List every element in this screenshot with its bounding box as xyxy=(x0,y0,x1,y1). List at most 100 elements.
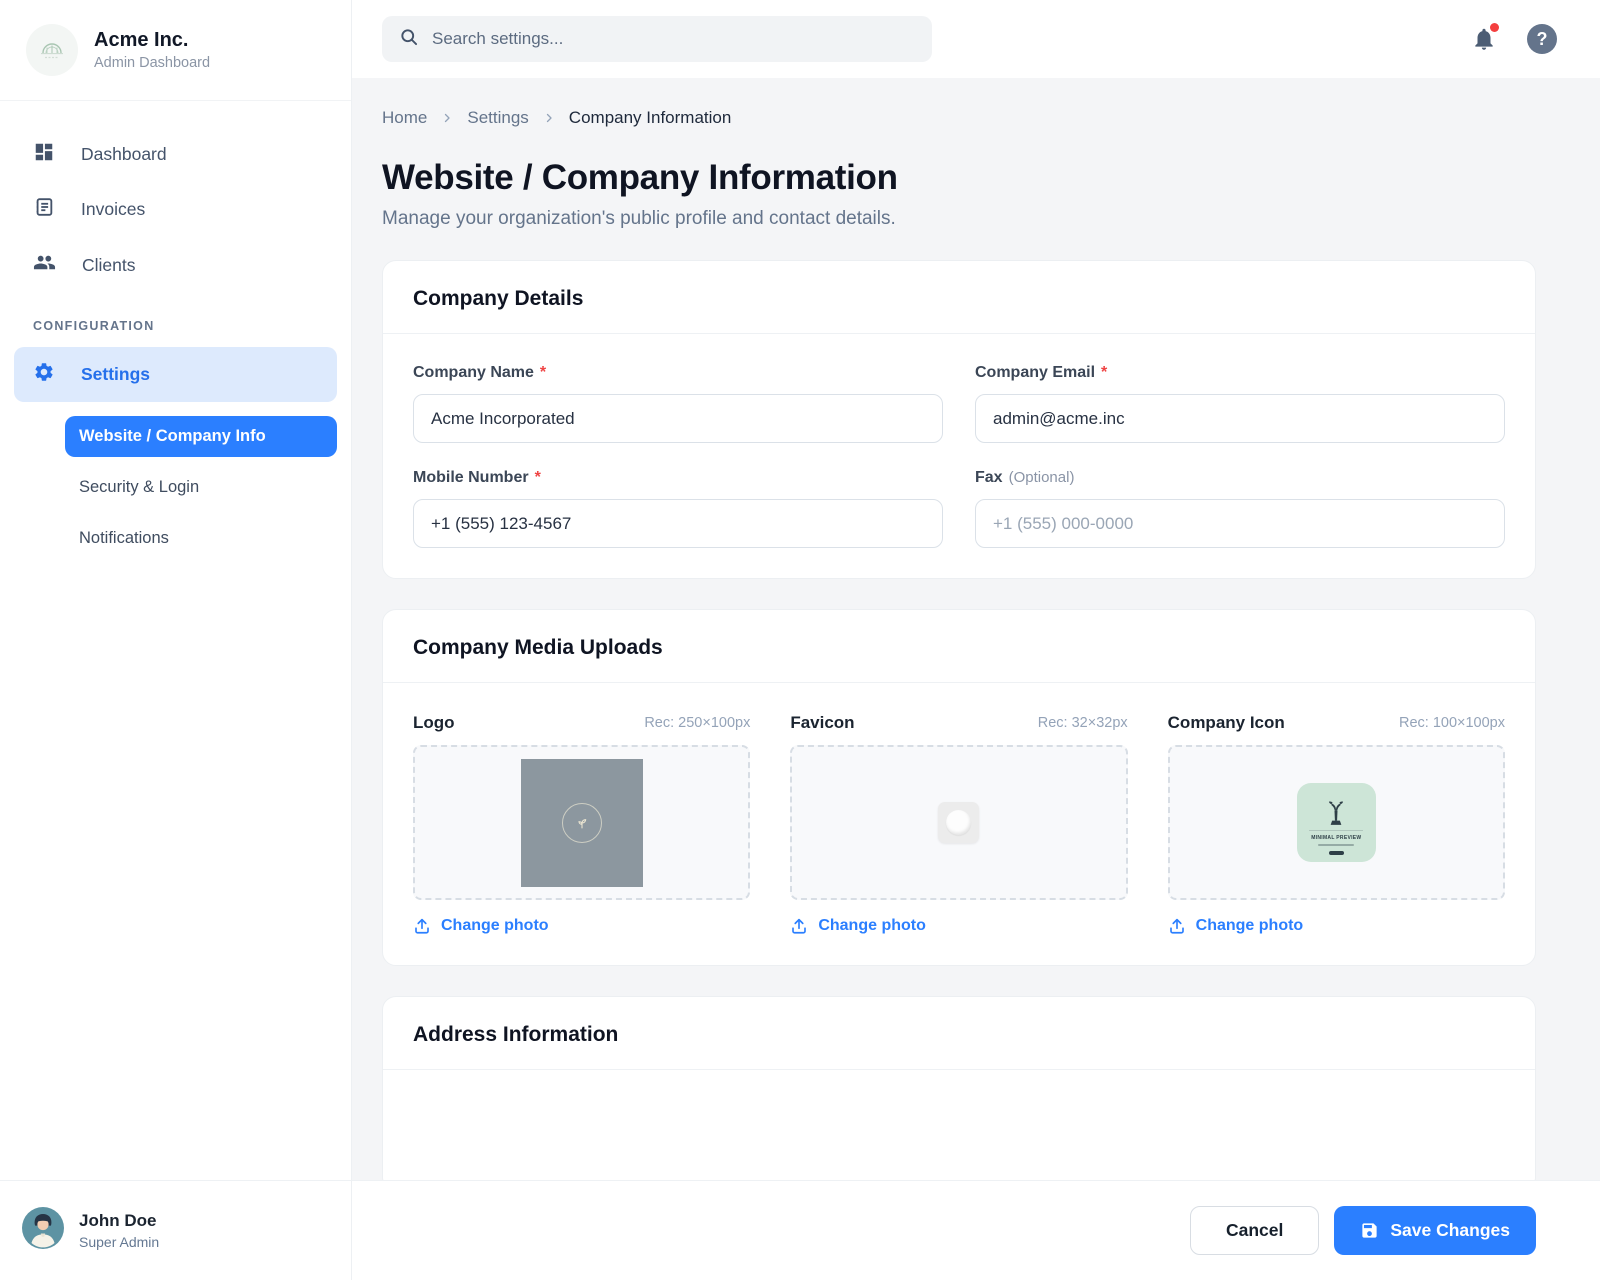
company-name-field: Company Name * xyxy=(413,364,943,443)
gear-icon xyxy=(33,361,55,388)
breadcrumb-current: Company Information xyxy=(568,108,732,127)
sidebar-item-clients[interactable]: Clients xyxy=(14,237,337,293)
company-email-field: Company Email * xyxy=(975,364,1505,443)
field-label: Mobile Number * xyxy=(413,469,943,487)
media-recommended-size: Rec: 32×32px xyxy=(1037,715,1128,731)
invoices-icon xyxy=(33,196,55,223)
change-photo-label: Change photo xyxy=(1195,917,1304,934)
sidebar-item-invoices[interactable]: Invoices xyxy=(14,182,337,237)
sidebar-item-dashboard[interactable]: Dashboard xyxy=(14,127,337,182)
save-icon xyxy=(1362,1223,1377,1238)
address-form xyxy=(383,1070,1535,1180)
media-recommended-size: Rec: 250×100px xyxy=(644,715,751,731)
sidebar-header: Acme Inc. Admin Dashboard xyxy=(0,0,351,101)
main-column: ? Home Settings Company Information Webs… xyxy=(352,0,1600,1280)
clients-icon xyxy=(33,251,56,279)
sidebar-item-label: Clients xyxy=(82,254,136,275)
chevron-right-icon xyxy=(543,112,555,124)
preview-pill xyxy=(1328,850,1344,855)
company-icon-preview-image: MINIMAL PREVIEW xyxy=(1296,783,1376,862)
media-head: Company Icon Rec: 100×100px xyxy=(1168,713,1505,733)
sidebar-subitem-security-login[interactable]: Security & Login xyxy=(79,478,200,496)
card-header: Address Information xyxy=(383,997,1535,1070)
company-email-input[interactable] xyxy=(975,394,1505,443)
label-text: Company Name xyxy=(413,364,534,381)
help-icon: ? xyxy=(1527,24,1557,54)
company-details-form: Company Name * Company Email * xyxy=(383,334,1535,578)
upload-icon xyxy=(792,918,807,934)
fax-field: Fax (Optional) xyxy=(975,469,1505,548)
company-subtitle: Admin Dashboard xyxy=(94,55,211,71)
company-details-card: Company Details Company Name * Company E… xyxy=(382,260,1536,579)
card-title: Company Media Uploads xyxy=(413,636,663,659)
change-photo-label: Change photo xyxy=(441,917,549,934)
search-bar[interactable] xyxy=(382,16,932,62)
sidebar: Acme Inc. Admin Dashboard Dashboard xyxy=(0,0,352,1280)
sidebar-subitem-notifications[interactable]: Notifications xyxy=(79,529,169,547)
favicon-dropzone[interactable] xyxy=(790,745,1128,900)
optional-hint: (Optional) xyxy=(1008,469,1075,486)
topbar: ? xyxy=(352,0,1600,78)
media-label: Favicon xyxy=(790,713,855,732)
save-changes-button[interactable]: Save Changes xyxy=(1334,1206,1536,1255)
user-identity: John Doe Super Admin xyxy=(79,1211,159,1250)
favicon-preview-image xyxy=(938,802,980,843)
card-title: Company Details xyxy=(413,287,584,310)
arch-logo-icon xyxy=(41,43,63,59)
favicon-placeholder-circle xyxy=(946,810,972,835)
breadcrumb: Home Settings Company Information xyxy=(382,108,1536,128)
sidebar-subitem-website-company-info[interactable]: Website / Company Info xyxy=(65,416,337,457)
media-uploads-grid: Logo Rec: 250×100px xyxy=(383,683,1535,965)
media-label: Logo xyxy=(413,713,455,732)
logo-change-photo-button[interactable]: Change photo xyxy=(413,917,549,935)
field-label: Company Name * xyxy=(413,364,943,382)
favicon-change-photo-button[interactable]: Change photo xyxy=(790,917,926,935)
sidebar-item-settings[interactable]: Settings xyxy=(14,347,337,402)
breadcrumb-home[interactable]: Home xyxy=(382,108,428,127)
plant-icon xyxy=(1329,801,1344,825)
logo-placeholder-circle xyxy=(561,802,602,843)
page-title: Website / Company Information xyxy=(382,158,898,197)
upload-icon xyxy=(1169,918,1184,934)
breadcrumb-settings[interactable]: Settings xyxy=(467,108,529,127)
company-icon-dropzone[interactable]: MINIMAL PREVIEW xyxy=(1167,745,1505,900)
card-header: Company Details xyxy=(383,261,1535,334)
address-information-card: Address Information xyxy=(382,996,1536,1180)
help-button[interactable]: ? xyxy=(1524,21,1560,57)
notifications-button[interactable] xyxy=(1466,21,1502,57)
chevron-right-icon xyxy=(441,112,453,124)
company-name-input[interactable] xyxy=(413,394,943,443)
required-asterisk: * xyxy=(534,469,541,486)
preview-caption: MINIMAL PREVIEW xyxy=(1309,829,1364,841)
sidebar-item-label: Dashboard xyxy=(81,144,167,164)
company-icon-change-photo-button[interactable]: Change photo xyxy=(1168,917,1304,935)
sidebar-item-label: Settings xyxy=(81,364,151,384)
fax-input[interactable] xyxy=(975,499,1505,548)
sprout-icon xyxy=(578,818,586,828)
sidebar-user-card[interactable]: John Doe Super Admin xyxy=(0,1180,351,1280)
logo-preview-image xyxy=(520,758,643,887)
field-label: Company Email * xyxy=(975,364,1505,382)
mobile-number-field: Mobile Number * xyxy=(413,469,943,548)
preview-subline xyxy=(1318,843,1355,846)
cancel-button[interactable]: Cancel xyxy=(1189,1206,1320,1255)
media-uploads-card: Company Media Uploads Logo Rec: 250×100p… xyxy=(382,609,1536,966)
card-header: Company Media Uploads xyxy=(383,610,1535,683)
page-subtitle: Manage your organization's public profil… xyxy=(382,208,896,229)
search-input[interactable] xyxy=(432,29,915,49)
change-photo-label: Change photo xyxy=(818,917,926,934)
user-role: Super Admin xyxy=(79,1234,160,1250)
mobile-number-input[interactable] xyxy=(413,499,943,548)
sidebar-nav: Dashboard Invoices xyxy=(0,101,351,402)
company-identity: Acme Inc. Admin Dashboard xyxy=(94,29,210,71)
label-text: Fax xyxy=(975,469,1003,486)
logo-dropzone[interactable] xyxy=(413,745,751,900)
upload-icon xyxy=(415,918,429,934)
label-text: Company Email xyxy=(975,364,1096,381)
media-recommended-size: Rec: 100×100px xyxy=(1398,715,1505,731)
search-icon xyxy=(399,27,419,52)
footer-action-bar: Cancel Save Changes xyxy=(352,1180,1600,1280)
configuration-section-label: CONFIGURATION xyxy=(33,319,155,333)
user-name: John Doe xyxy=(79,1211,157,1230)
